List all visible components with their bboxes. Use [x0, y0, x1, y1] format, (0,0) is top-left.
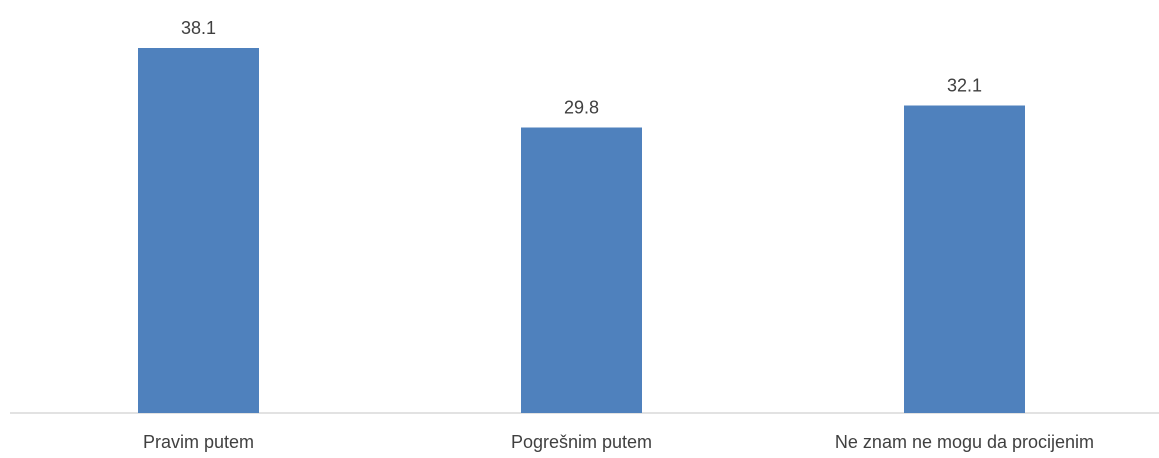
value-labels-group: 38.1 29.8 32.1	[181, 18, 982, 118]
bar-2	[521, 127, 642, 413]
bar-1	[138, 48, 259, 413]
category-label-1: Pravim putem	[143, 432, 254, 452]
value-label-3: 32.1	[947, 76, 982, 96]
category-labels-group: Pravim putem Pogrešnim putem Ne znam ne mo…	[143, 432, 1094, 452]
category-label-2: Pogrešnim putem	[511, 432, 652, 452]
category-label-3: Ne znam ne mogu da procijenim	[835, 432, 1094, 452]
value-label-2: 29.8	[564, 98, 599, 118]
value-label-1: 38.1	[181, 18, 216, 38]
bars-group	[138, 48, 1025, 413]
bar-3	[904, 105, 1025, 413]
